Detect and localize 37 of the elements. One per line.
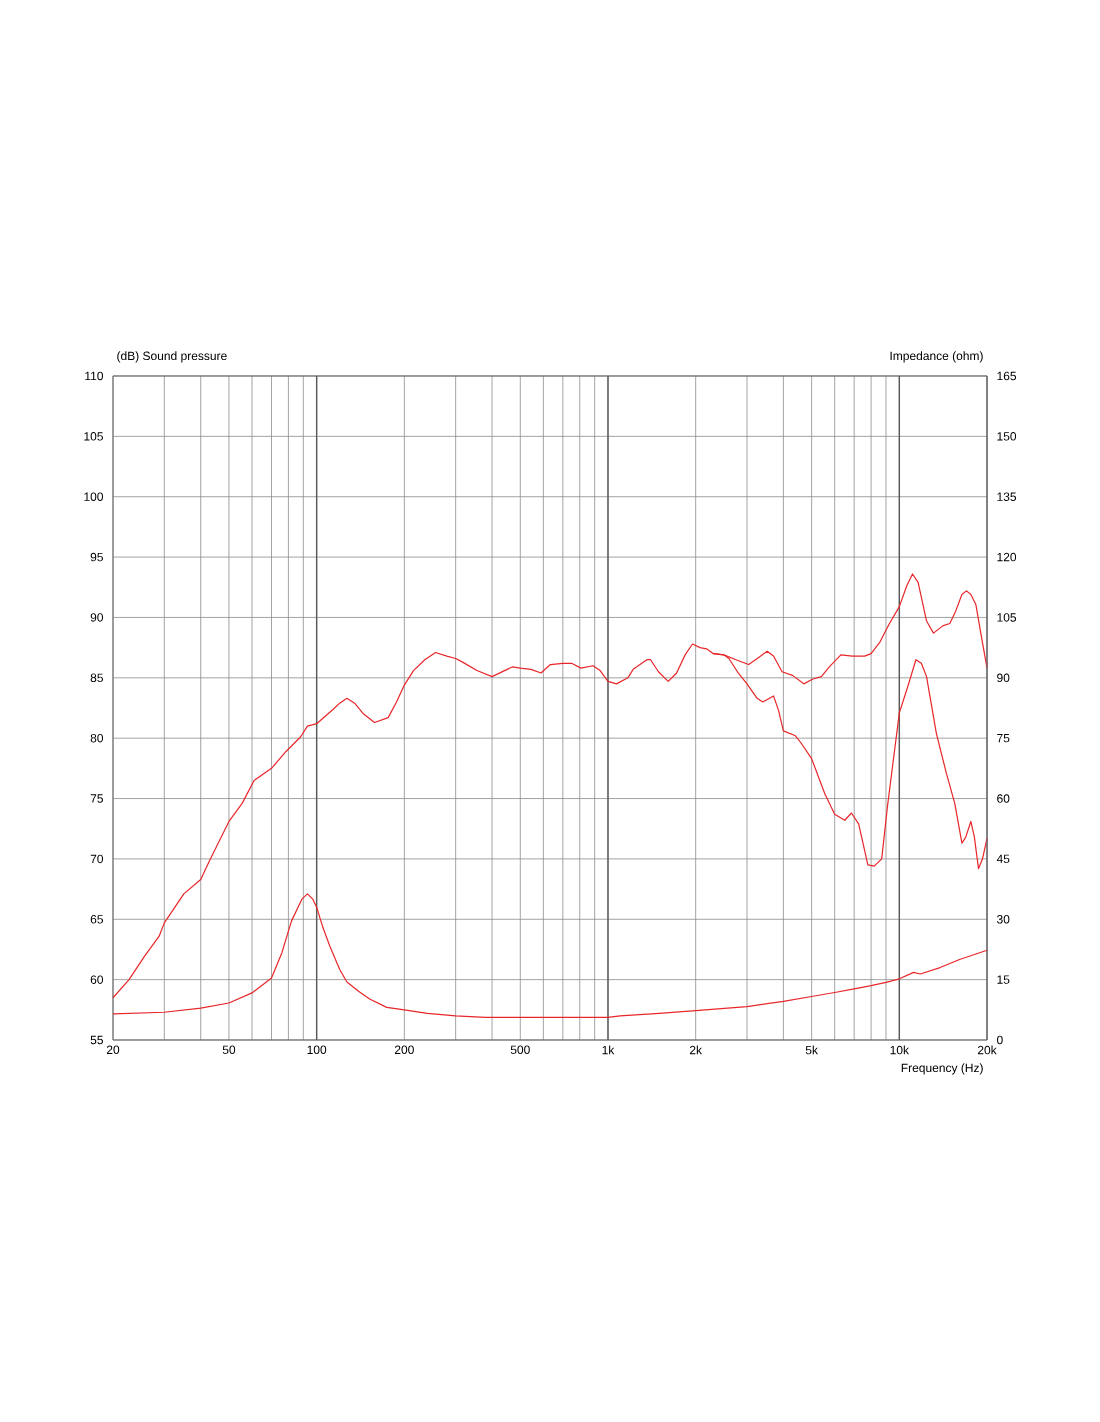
x-tick-label: 5k bbox=[805, 1045, 818, 1055]
y2-tick-label: 0 bbox=[997, 1035, 1003, 1045]
y2-tick-label: 150 bbox=[997, 432, 1017, 441]
y2-tick-label: 15 bbox=[997, 975, 1010, 984]
y-tick-label: 55 bbox=[90, 1035, 103, 1045]
y-tick-label: 75 bbox=[90, 794, 103, 803]
y-tick-label: 85 bbox=[90, 673, 103, 683]
y2-tick-label: 45 bbox=[996, 854, 1010, 864]
y-axis-title: (dB) Sound pressure bbox=[117, 351, 227, 363]
x-tick-label: 20k bbox=[977, 1045, 997, 1055]
x-tick-label: 200 bbox=[394, 1045, 414, 1055]
x-axis-title: Frequency (Hz) bbox=[901, 1063, 983, 1075]
y-tick-label: 65 bbox=[90, 915, 103, 924]
x-tick-label: 2k bbox=[689, 1045, 703, 1055]
x-tick-label: 20 bbox=[106, 1045, 120, 1055]
y-tick-label: 90 bbox=[90, 613, 104, 622]
x-tick-label: 10k bbox=[890, 1045, 910, 1055]
y2-tick-label: 120 bbox=[997, 552, 1017, 562]
y2-tick-label: 60 bbox=[997, 794, 1010, 803]
y-tick-label: 80 bbox=[90, 733, 104, 743]
y2-tick-label: 165 bbox=[997, 371, 1017, 381]
y-tick-label: 60 bbox=[90, 975, 104, 984]
y-tick-label: 105 bbox=[84, 432, 103, 441]
y-tick-label: 95 bbox=[90, 552, 103, 562]
y2-tick-label: 75 bbox=[997, 733, 1010, 743]
y2-tick-label: 90 bbox=[997, 673, 1010, 683]
x-tick-label: 500 bbox=[510, 1045, 530, 1055]
y-tick-label: 70 bbox=[90, 854, 104, 864]
y-tick-label: 100 bbox=[84, 492, 104, 501]
y-tick-label: 110 bbox=[85, 371, 104, 381]
x-tick-label: 100 bbox=[307, 1045, 327, 1055]
x-tick-label: 50 bbox=[222, 1045, 236, 1055]
x-tick-label: 1k bbox=[602, 1045, 615, 1055]
y2-axis-title: Impedance (ohm) bbox=[890, 351, 983, 363]
y2-tick-label: 105 bbox=[997, 613, 1017, 622]
y2-tick-label: 30 bbox=[996, 915, 1010, 924]
y2-tick-label: 135 bbox=[997, 492, 1017, 501]
